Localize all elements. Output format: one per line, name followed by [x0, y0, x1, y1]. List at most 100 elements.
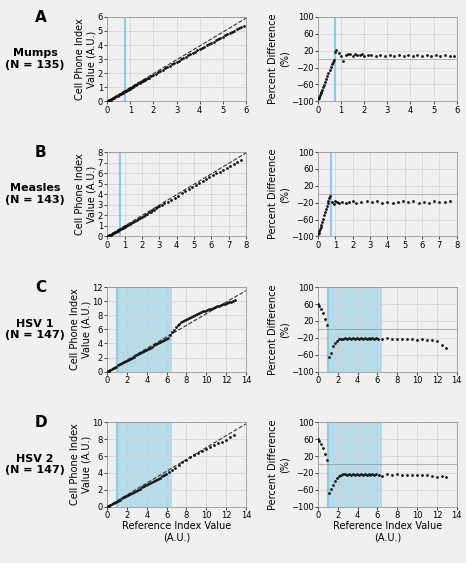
Point: [120, 358, 128, 367]
Point: [209, 303, 217, 312]
Y-axis label: Percent Difference
(%): Percent Difference (%): [268, 14, 290, 104]
Point: [187, 453, 194, 462]
Point: [202, 175, 210, 184]
Point: [391, 51, 398, 60]
Point: [319, 217, 326, 226]
Point: [423, 336, 431, 345]
Point: [134, 485, 142, 494]
Point: [332, 196, 339, 205]
Point: [340, 57, 347, 66]
Point: [156, 473, 164, 482]
Point: [357, 470, 364, 479]
Point: [116, 495, 124, 504]
Point: [409, 51, 417, 60]
Point: [368, 198, 376, 207]
Point: [135, 79, 142, 88]
Point: [154, 474, 161, 483]
Point: [331, 338, 339, 347]
Point: [343, 470, 350, 479]
Point: [157, 66, 164, 75]
Y-axis label: Percent Difference
(%): Percent Difference (%): [268, 284, 290, 374]
Point: [178, 189, 185, 198]
Point: [319, 83, 327, 92]
Point: [113, 92, 120, 101]
Point: [361, 334, 368, 343]
Point: [162, 334, 169, 343]
Point: [317, 223, 324, 232]
Point: [321, 208, 329, 217]
Point: [316, 302, 323, 311]
Point: [345, 334, 352, 343]
Point: [192, 181, 199, 190]
Point: [423, 471, 431, 480]
Point: [117, 224, 125, 233]
Point: [131, 216, 139, 225]
Point: [327, 62, 335, 72]
Point: [212, 36, 219, 45]
Point: [318, 85, 326, 94]
Point: [238, 23, 245, 32]
Point: [320, 81, 328, 90]
Point: [379, 472, 386, 481]
Point: [114, 361, 122, 370]
Point: [315, 93, 322, 102]
Point: [335, 48, 343, 57]
Point: [369, 470, 376, 479]
Point: [142, 210, 149, 219]
Bar: [328, 422, 383, 507]
Point: [124, 355, 132, 364]
Point: [354, 50, 361, 59]
Point: [156, 337, 164, 346]
Point: [223, 298, 231, 307]
Point: [140, 346, 148, 356]
Point: [173, 57, 180, 66]
Point: [322, 74, 330, 83]
Point: [133, 215, 140, 224]
Point: [393, 470, 401, 479]
Point: [142, 75, 149, 84]
Point: [106, 95, 114, 105]
Point: [145, 73, 152, 82]
Point: [357, 334, 364, 343]
Point: [175, 56, 183, 65]
Point: [136, 484, 144, 493]
Point: [172, 323, 179, 332]
Point: [115, 91, 123, 100]
Point: [404, 335, 411, 344]
Point: [127, 83, 135, 92]
Point: [226, 28, 233, 37]
Point: [182, 52, 190, 61]
Point: [138, 212, 145, 221]
Point: [119, 224, 126, 233]
Point: [110, 498, 118, 507]
Point: [158, 472, 165, 481]
Point: [179, 458, 186, 467]
Point: [112, 362, 120, 371]
Point: [134, 350, 142, 359]
Point: [185, 185, 192, 194]
Point: [353, 334, 360, 343]
Point: [321, 78, 329, 87]
Point: [335, 198, 343, 207]
Point: [315, 95, 322, 104]
Point: [327, 484, 335, 493]
Point: [132, 81, 140, 90]
Point: [203, 41, 210, 50]
Point: [224, 30, 231, 39]
Point: [111, 92, 119, 101]
Point: [188, 312, 195, 321]
Point: [200, 42, 208, 51]
Point: [178, 318, 185, 327]
Point: [131, 81, 139, 90]
Point: [428, 336, 436, 345]
Point: [168, 466, 175, 475]
Point: [386, 51, 393, 60]
Point: [318, 87, 325, 96]
Point: [105, 366, 112, 375]
Point: [347, 470, 355, 479]
Point: [108, 230, 115, 239]
Point: [384, 198, 391, 207]
Point: [428, 472, 436, 481]
Point: [333, 336, 341, 345]
Point: [219, 300, 227, 309]
